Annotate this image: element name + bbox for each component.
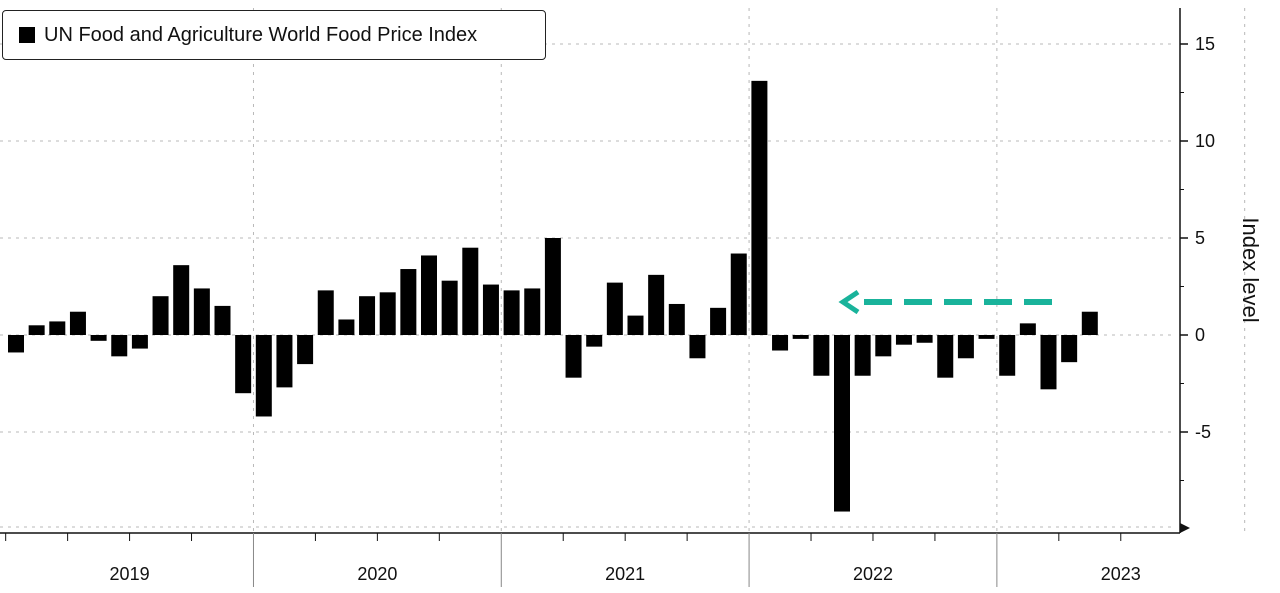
bar (111, 335, 128, 357)
bar (937, 335, 954, 378)
y-axis-end-marker (1180, 523, 1190, 533)
bar (441, 280, 458, 335)
x-year-label: 2019 (110, 564, 150, 584)
y-tick-label: 5 (1195, 228, 1205, 248)
bar (1019, 323, 1036, 335)
x-axis: 2019 2020 2021 2022 2023 (0, 532, 1180, 587)
x-year-label: 2021 (605, 564, 645, 584)
bar (173, 265, 190, 335)
bar (834, 335, 850, 512)
bar (606, 282, 623, 335)
bar (668, 303, 685, 335)
y-tick-label: 10 (1195, 131, 1215, 151)
bar (482, 284, 499, 335)
x-year-label: 2020 (357, 564, 397, 584)
bar (895, 335, 912, 345)
bar (854, 335, 871, 376)
bar (751, 80, 768, 335)
bar (648, 274, 665, 335)
bar (689, 335, 706, 359)
bar (1040, 335, 1057, 390)
bar (276, 335, 293, 388)
bar (586, 335, 603, 347)
bar (524, 288, 541, 335)
bar (999, 335, 1016, 376)
bar (28, 325, 45, 335)
bar (978, 335, 995, 339)
bar (131, 335, 148, 349)
bar (565, 335, 582, 378)
bar (193, 288, 210, 335)
y-tick-label: 15 (1195, 34, 1215, 54)
bar (421, 255, 437, 335)
arrow-head (838, 289, 860, 315)
x-year-label: 2022 (853, 564, 893, 584)
bar (792, 335, 809, 339)
bar (69, 311, 86, 335)
bar (90, 335, 107, 341)
bar (710, 307, 727, 335)
bar (957, 335, 974, 359)
bar (813, 335, 830, 376)
legend-label: UN Food and Agriculture World Food Price… (44, 23, 478, 46)
bar (730, 253, 747, 335)
bar (235, 335, 252, 394)
bar (297, 335, 314, 365)
bar (1061, 335, 1078, 363)
bar (152, 296, 169, 335)
y-tick-label: -5 (1195, 422, 1211, 442)
trend-arrow-annotation (838, 289, 1052, 315)
bar (8, 335, 24, 353)
bar (255, 335, 272, 417)
y-tick-label: 0 (1195, 325, 1205, 345)
legend: UN Food and Agriculture World Food Price… (2, 10, 546, 60)
y-axis: 15 10 5 0 -5 (1179, 8, 1215, 533)
legend-swatch (19, 27, 35, 43)
bar (503, 290, 520, 335)
bar (317, 290, 334, 335)
x-year-label: 2023 (1101, 564, 1141, 584)
bar (214, 305, 231, 335)
bar (916, 335, 933, 343)
bar (772, 335, 789, 351)
bar-series (8, 80, 1098, 512)
bar (359, 296, 376, 335)
bar (875, 335, 892, 357)
bar (627, 315, 644, 335)
bar (544, 238, 561, 335)
bar (379, 292, 396, 335)
bar (1081, 311, 1098, 335)
bar (462, 247, 479, 335)
bar (49, 321, 66, 335)
bar (338, 319, 355, 335)
bar (400, 269, 417, 335)
y-axis-title: Index level (1238, 217, 1263, 322)
